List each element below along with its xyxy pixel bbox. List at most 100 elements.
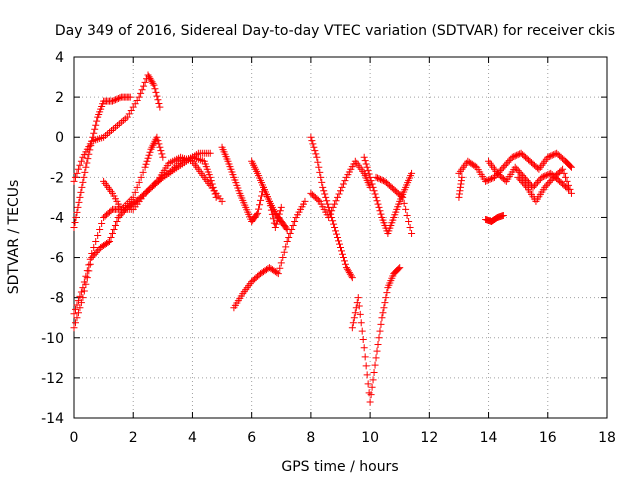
- data-point: [78, 183, 86, 191]
- data-point: [111, 221, 119, 229]
- y-axis-label: SDTVAR / TECUs: [6, 180, 22, 295]
- data-point: [566, 162, 574, 170]
- data-point: [374, 174, 382, 182]
- data-point: [523, 177, 531, 185]
- y-tick-label: -14: [41, 411, 64, 427]
- data-point: [326, 210, 334, 218]
- data-point: [539, 173, 547, 181]
- data-point: [311, 147, 319, 155]
- data-point: [140, 82, 148, 90]
- data-point: [325, 213, 333, 221]
- data-point: [313, 153, 321, 161]
- data-point: [317, 173, 325, 181]
- data-point: [285, 234, 293, 241]
- data-point: [114, 213, 122, 221]
- data-point: [520, 173, 528, 181]
- data-point: [104, 239, 112, 247]
- data-point: [269, 215, 277, 223]
- data-point: [90, 244, 98, 252]
- data-point: [320, 187, 328, 195]
- data-point: [544, 180, 552, 188]
- data-point: [77, 288, 85, 296]
- data-point: [253, 211, 261, 219]
- data-point: [403, 211, 411, 219]
- data-point: [541, 183, 549, 191]
- data-point: [323, 197, 331, 205]
- data-point: [514, 173, 522, 181]
- data-point: [116, 212, 124, 220]
- data-point: [73, 169, 81, 177]
- data-point: [86, 255, 94, 263]
- data-point: [79, 178, 87, 186]
- data-point: [372, 354, 380, 362]
- data-point: [373, 347, 381, 355]
- data-point: [106, 238, 114, 246]
- data-point: [142, 160, 150, 168]
- data-point: [471, 162, 479, 170]
- data-point: [156, 143, 164, 151]
- x-tick-label: 4: [188, 430, 197, 446]
- data-point: [131, 188, 139, 196]
- data-point: [533, 178, 541, 186]
- data-point: [352, 304, 360, 312]
- data-point: [257, 196, 265, 204]
- data-point: [359, 335, 367, 343]
- data-point: [272, 220, 280, 228]
- data-point: [363, 163, 371, 171]
- data-point: [113, 217, 121, 225]
- data-point: [371, 190, 379, 198]
- data-point: [332, 197, 340, 205]
- data-point: [382, 294, 390, 302]
- data-point: [361, 353, 369, 361]
- data-point: [563, 177, 571, 185]
- data-point: [365, 170, 373, 178]
- series-sat-q: [482, 211, 507, 225]
- data-point: [321, 190, 329, 198]
- data-point: [282, 224, 290, 232]
- data-point: [545, 170, 553, 178]
- data-point: [530, 182, 538, 190]
- data-point: [79, 284, 87, 292]
- data-point: [559, 165, 567, 173]
- series-sat-r: [514, 165, 575, 205]
- data-point: [560, 169, 568, 177]
- data-point: [80, 287, 88, 295]
- data-point: [283, 225, 291, 233]
- data-point: [541, 172, 549, 180]
- plot-frame: [73, 56, 608, 419]
- data-point: [545, 178, 553, 186]
- data-point: [517, 170, 525, 178]
- data-point: [289, 221, 297, 229]
- data-point: [92, 249, 100, 257]
- data-point: [379, 309, 387, 317]
- data-point: [150, 81, 158, 89]
- data-point: [366, 173, 374, 181]
- data-point: [371, 361, 379, 369]
- data-point: [408, 169, 416, 177]
- data-point: [77, 157, 85, 165]
- data-point: [276, 207, 284, 215]
- data-point: [307, 133, 315, 141]
- data-point: [526, 180, 534, 188]
- data-point: [406, 223, 414, 231]
- data-point: [350, 314, 358, 322]
- data-point: [482, 177, 490, 185]
- data-point: [334, 193, 342, 201]
- data-point: [360, 153, 368, 161]
- data-point: [74, 309, 82, 317]
- data-point: [408, 229, 416, 237]
- data-point: [331, 223, 339, 231]
- data-point: [149, 79, 157, 87]
- series-sat-b: [70, 93, 134, 231]
- data-point: [522, 175, 530, 183]
- data-point: [519, 178, 527, 186]
- data-point: [339, 254, 347, 262]
- y-tick-label: 4: [55, 50, 64, 66]
- data-point: [144, 154, 152, 162]
- data-point: [364, 380, 372, 388]
- data-point: [335, 190, 343, 198]
- data-point: [369, 376, 377, 384]
- data-point: [362, 362, 370, 370]
- data-point: [516, 168, 524, 176]
- data-point: [277, 203, 285, 211]
